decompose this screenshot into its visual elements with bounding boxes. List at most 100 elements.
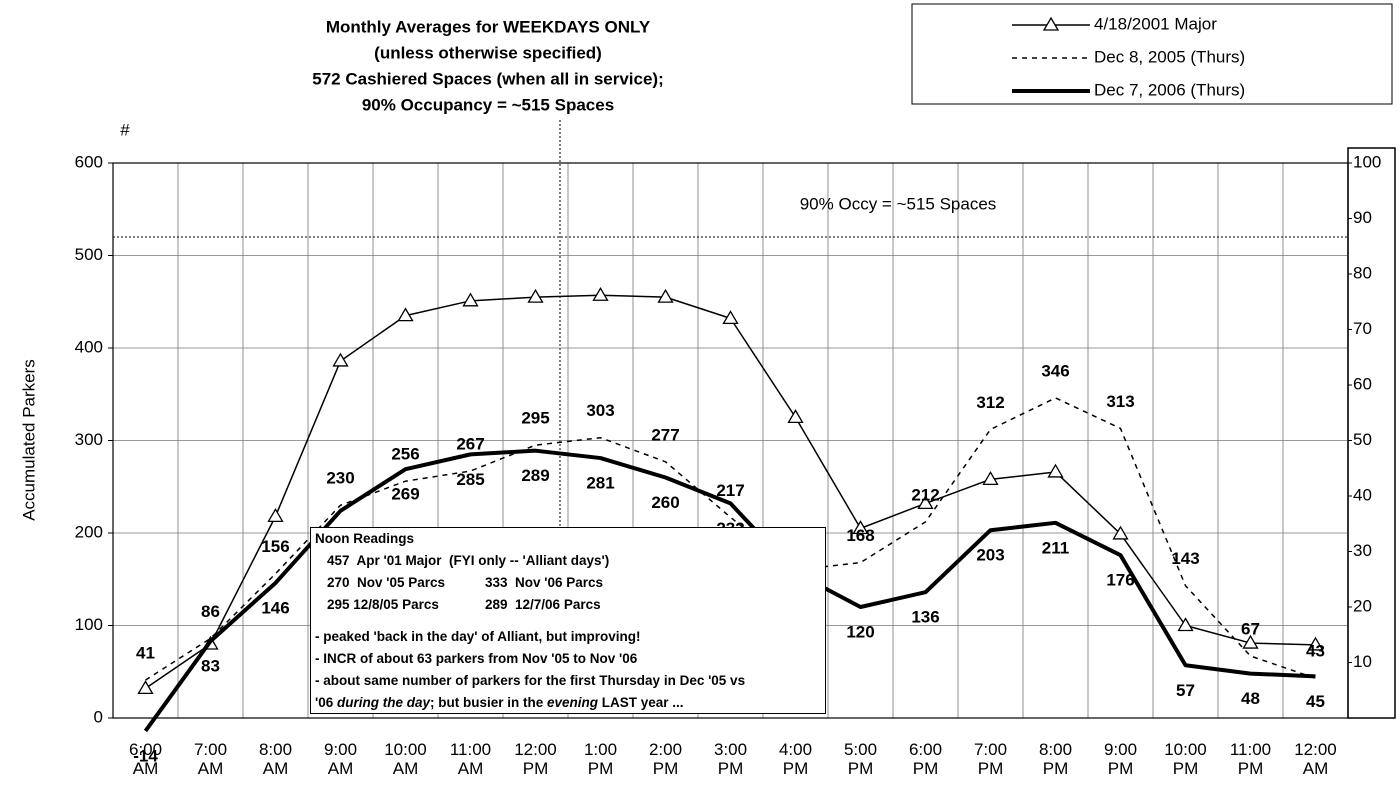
data-label: 260	[651, 493, 679, 512]
data-label: 230	[326, 469, 354, 488]
data-label: 156	[261, 537, 289, 556]
notes-cell: 333 Nov '06 Parcs	[485, 575, 604, 590]
notes-row: 270 Nov '05 Parcs 333 Nov '06 Parcs	[315, 572, 821, 594]
data-label: 168	[846, 526, 874, 545]
notes-row: 457 Apr '01 Major (FYI only -- 'Alliant …	[315, 550, 821, 572]
marker	[592, 286, 609, 301]
marker	[462, 292, 479, 307]
data-label: 45	[1306, 692, 1325, 711]
notes-text: LAST year ...	[598, 695, 684, 710]
legend-label: 4/18/2001 Major	[1094, 14, 1217, 33]
data-label: 136	[911, 608, 939, 627]
marker	[722, 310, 739, 325]
x-tick-label: 12:00 AM	[1294, 740, 1337, 778]
data-label: 146	[261, 598, 289, 617]
data-label: 289	[521, 466, 549, 485]
marker	[787, 409, 804, 424]
y-tick-label: 300	[75, 430, 103, 449]
y-tick-label: 600	[75, 152, 103, 171]
notes-cell: 295 12/8/05 Parcs	[327, 597, 439, 612]
series-line	[143, 448, 1316, 733]
x-tick-label: 11:00 AM	[449, 740, 492, 778]
data-label: 277	[651, 425, 679, 444]
legend-box	[911, 3, 1393, 105]
data-label: 313	[1106, 392, 1134, 411]
y2-tick-label: 90	[1353, 208, 1372, 227]
y-tick-label: 400	[75, 337, 103, 356]
marker	[267, 508, 284, 522]
data-label: 120	[846, 622, 874, 641]
notes-bullet: - INCR of about 63 parkers from Nov '05 …	[315, 648, 821, 670]
marker	[332, 352, 349, 367]
x-tick-label: 7:00 PM	[973, 740, 1008, 778]
y-axis-label: Accumulated Parkers	[19, 359, 38, 521]
x-tick-label: 3:00 PM	[713, 740, 748, 778]
data-label: -14	[133, 746, 158, 765]
x-tick-label: 2:00 PM	[648, 740, 683, 778]
notes-text: - about same number of parkers for the f…	[315, 673, 746, 688]
chart-title: (unless otherwise specified)	[374, 43, 602, 62]
x-tick-label: 10:00 PM	[1164, 740, 1207, 778]
notes-text: - INCR of about 63 parkers from Nov '05 …	[315, 651, 638, 666]
data-label: 295	[521, 409, 549, 428]
y-unit-label: #	[120, 120, 130, 139]
notes-title: Noon Readings	[315, 531, 415, 546]
notes-bullet: - peaked 'back in the day' of Alliant, b…	[315, 626, 821, 648]
x-tick-label: 12:00 PM	[514, 740, 557, 778]
x-tick-label: 7:00 AM	[193, 740, 228, 778]
data-label: 267	[456, 435, 484, 454]
y2-tick-label: 60	[1353, 374, 1372, 393]
marker	[137, 680, 154, 695]
chart-title: Monthly Averages for WEEKDAYS ONLY	[326, 17, 651, 36]
notes-cell: 289 12/7/06 Parcs	[485, 597, 601, 612]
data-label: 346	[1041, 361, 1069, 380]
marker	[1047, 463, 1064, 478]
plot-frame	[112, 162, 1349, 719]
x-tick-label: 8:00 AM	[258, 740, 293, 778]
y2-tick-label: 50	[1353, 430, 1372, 449]
data-label: 176	[1106, 571, 1134, 590]
notes-cell: 270 Nov '05 Parcs	[327, 575, 446, 590]
notes-spacer	[315, 616, 821, 626]
data-label: 143	[1171, 549, 1199, 568]
y-tick-label: 100	[75, 615, 103, 634]
marker	[397, 307, 414, 322]
chart-title: 572 Cashiered Spaces (when all in servic…	[312, 69, 664, 88]
marker	[527, 288, 544, 303]
data-label: 285	[456, 470, 484, 489]
data-label: 303	[586, 401, 614, 420]
data-label: 217	[716, 481, 744, 500]
x-tick-label: 9:00 AM	[323, 740, 358, 778]
marker	[1112, 525, 1129, 540]
data-label: 57	[1176, 681, 1195, 700]
data-label: 48	[1241, 689, 1260, 708]
marker	[917, 495, 934, 510]
y2-tick-label: 30	[1353, 541, 1372, 560]
y2-tick-label: 70	[1353, 319, 1372, 338]
data-label: 83	[201, 657, 220, 676]
notes-bullet: - about same number of parkers for the f…	[315, 670, 821, 692]
data-label: 312	[976, 393, 1004, 412]
notes-text: during the day	[336, 695, 430, 710]
marker	[1307, 636, 1324, 651]
x-tick-label: 1:00 PM	[583, 740, 618, 778]
chart-title: 90% Occupancy = ~515 Spaces	[362, 95, 614, 114]
data-label: 67	[1241, 620, 1260, 639]
notes-text: '06	[315, 695, 337, 710]
legend-label: Dec 7, 2006 (Thurs)	[1094, 80, 1245, 99]
data-label: 86	[201, 602, 220, 621]
y2-tick-label: 100	[1353, 152, 1381, 171]
y2-tick-label: 20	[1353, 596, 1372, 615]
x-tick-label: 5:00 PM	[843, 740, 878, 778]
notes-text: - peaked 'back in the day' of Alliant, b…	[315, 629, 641, 644]
marker	[1177, 617, 1194, 632]
x-tick-label: 4:00 PM	[778, 740, 813, 778]
notes-cell: 457 Apr '01 Major (FYI only -- 'Alliant …	[327, 553, 610, 568]
series-line	[145, 397, 1316, 681]
x-tick-label: 6:00 AM	[128, 740, 163, 778]
legend-marker	[1042, 16, 1060, 31]
data-label: 281	[586, 474, 614, 493]
data-label: 256	[391, 445, 419, 464]
